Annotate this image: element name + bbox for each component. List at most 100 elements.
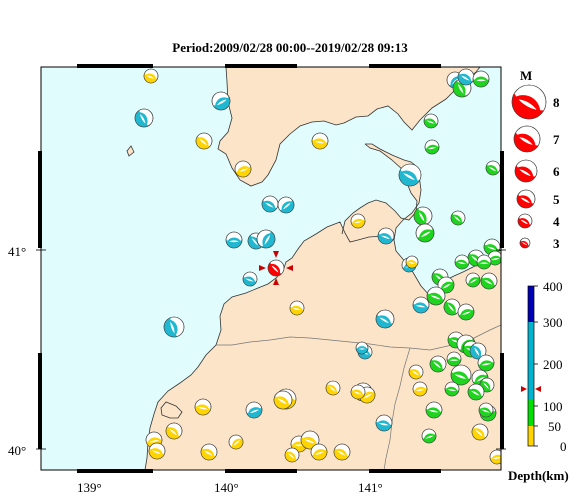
focal-mechanism bbox=[375, 309, 395, 329]
depth-label-300: 300 bbox=[543, 315, 563, 330]
focal-mechanism bbox=[134, 108, 154, 128]
focal-mechanism bbox=[165, 422, 183, 440]
focal-mechanism bbox=[194, 398, 212, 416]
focal-mechanism bbox=[284, 447, 300, 463]
focal-mechanism bbox=[228, 434, 244, 450]
focal-mechanism bbox=[477, 354, 495, 372]
magnitude-legend-ball bbox=[519, 237, 531, 249]
magnitude-legend-ball bbox=[511, 84, 547, 120]
magnitude-label-6: 6 bbox=[553, 164, 560, 179]
focal-mechanism bbox=[261, 195, 279, 213]
focal-mechanism bbox=[143, 68, 159, 84]
magnitude-legend-title: M bbox=[520, 68, 532, 83]
focal-mechanism bbox=[478, 402, 494, 418]
magnitude-label-4: 4 bbox=[553, 214, 560, 229]
land-oga-peninsula bbox=[161, 402, 182, 418]
latest-event-mechanism bbox=[267, 259, 285, 277]
map-frame-bars bbox=[36, 64, 506, 473]
focal-mechanism bbox=[242, 271, 258, 287]
land-tohoku bbox=[145, 222, 501, 470]
latest-event-marker-icon bbox=[259, 251, 293, 285]
focal-mechanism bbox=[355, 341, 369, 355]
focal-mechanism bbox=[195, 132, 213, 150]
magnitude-legend: M 8 7 6 5 4 3 bbox=[511, 68, 560, 251]
lon-tick-141: 141° bbox=[358, 480, 383, 495]
focal-mechanism bbox=[421, 428, 437, 444]
focal-mechanism bbox=[467, 383, 485, 401]
focal-mechanism bbox=[273, 390, 293, 410]
magnitude-legend-ball bbox=[514, 159, 538, 183]
focal-mechanism bbox=[472, 70, 490, 88]
focal-mechanism bbox=[469, 342, 487, 360]
focal-mechanism bbox=[377, 227, 395, 245]
focal-mechanism bbox=[471, 423, 489, 441]
focal-mechanism bbox=[325, 380, 341, 396]
focal-mechanism bbox=[465, 272, 481, 288]
magnitude-legend-ball bbox=[517, 213, 533, 229]
focal-mechanism bbox=[457, 68, 475, 86]
depth-label-400: 400 bbox=[543, 279, 563, 294]
focal-mechanism bbox=[350, 384, 366, 400]
land-hokkaido-oshima bbox=[218, 67, 480, 186]
lat-tick-40: 40° bbox=[8, 443, 26, 458]
focal-mechanism bbox=[277, 196, 295, 214]
focal-mechanism bbox=[225, 231, 243, 249]
magnitude-label-3: 3 bbox=[553, 236, 560, 251]
focal-mechanism bbox=[480, 272, 498, 290]
focal-mechanism bbox=[310, 443, 328, 461]
magnitude-label-7: 7 bbox=[553, 132, 560, 147]
focal-mechanism bbox=[476, 254, 492, 270]
depth-label-200: 200 bbox=[543, 357, 563, 372]
depth-band-100-300 bbox=[528, 322, 534, 400]
depth-unit-label: Depth(km) bbox=[508, 468, 569, 483]
focal-mechanism bbox=[412, 296, 430, 314]
focal-mechanism bbox=[454, 254, 470, 270]
focal-mechanism bbox=[200, 443, 218, 461]
focal-mechanism bbox=[424, 139, 440, 155]
focal-mechanism bbox=[415, 223, 435, 243]
focal-mechanism bbox=[375, 414, 393, 432]
depth-band-50-100 bbox=[528, 400, 534, 426]
depth-scale: 400 300 200 100 50 0 Depth(km) bbox=[508, 279, 569, 483]
focal-mechanism bbox=[256, 229, 276, 249]
depth-marker-icon bbox=[521, 386, 541, 392]
focal-mechanism bbox=[450, 210, 466, 226]
focal-mechanism bbox=[333, 443, 351, 461]
focal-mechanism bbox=[405, 255, 419, 269]
focal-mechanism bbox=[148, 442, 166, 460]
lon-tick-139: 139° bbox=[77, 480, 102, 495]
focal-mechanism bbox=[425, 401, 443, 419]
magnitude-legend-ball bbox=[513, 125, 541, 153]
depth-band-0-50 bbox=[528, 426, 534, 446]
depth-label-50: 50 bbox=[548, 419, 561, 434]
focal-mechanism bbox=[350, 213, 366, 229]
magnitude-legend-ball bbox=[516, 189, 536, 209]
map-title: Period:2009/02/28 00:00--2019/02/28 09:1… bbox=[172, 40, 408, 55]
focal-mechanism bbox=[443, 298, 461, 316]
focal-mechanism bbox=[457, 303, 475, 321]
focal-mechanism bbox=[398, 163, 422, 187]
magnitude-label-8: 8 bbox=[553, 95, 560, 110]
focal-mechanism bbox=[234, 160, 252, 178]
focal-mechanism bbox=[245, 401, 263, 419]
depth-band-300-400 bbox=[528, 286, 534, 322]
focal-mechanism bbox=[163, 316, 185, 338]
focal-mechanism bbox=[412, 381, 428, 397]
focal-mechanism bbox=[289, 300, 305, 316]
focal-mechanism bbox=[446, 351, 462, 367]
focal-mechanism bbox=[450, 364, 472, 386]
focal-mechanism bbox=[413, 206, 433, 226]
lat-tick-41: 41° bbox=[8, 244, 26, 259]
focal-mechanism bbox=[211, 91, 231, 111]
focal-mechanism bbox=[311, 132, 329, 150]
focal-mechanism bbox=[485, 160, 501, 176]
depth-label-0: 0 bbox=[560, 439, 567, 454]
focal-mechanism bbox=[429, 355, 447, 373]
magnitude-label-5: 5 bbox=[553, 192, 560, 207]
focal-mechanism bbox=[426, 286, 446, 306]
focal-mechanism bbox=[489, 449, 501, 465]
lon-tick-140: 140° bbox=[214, 480, 239, 495]
focal-mechanism bbox=[444, 381, 460, 397]
focal-mechanism bbox=[408, 364, 424, 380]
